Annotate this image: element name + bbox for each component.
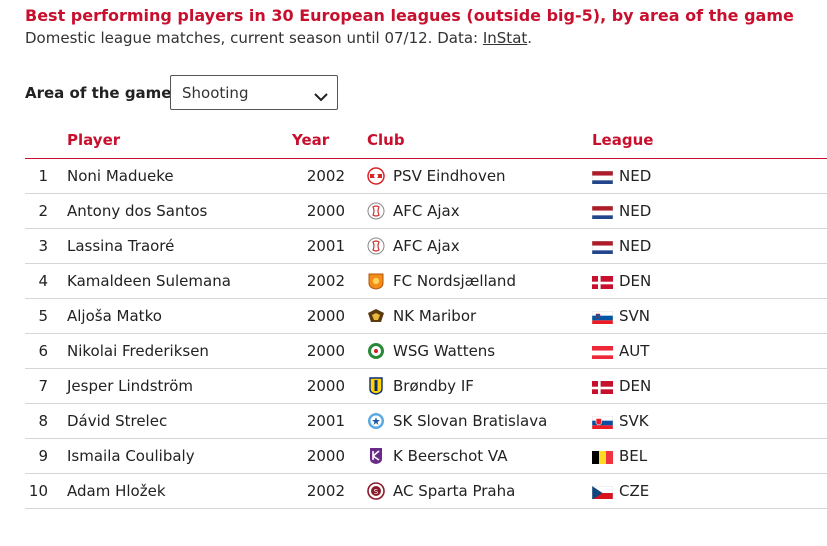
- subtitle-period: .: [527, 29, 533, 47]
- maribor-club-logo-icon: [367, 307, 385, 325]
- player-cell: Noni Madueke: [67, 167, 174, 185]
- year-cell: 2000: [306, 342, 345, 360]
- club-cell: FC Nordsjælland: [393, 272, 516, 290]
- rank-cell: 3: [38, 237, 48, 255]
- table-row: 3 Lassina Traoré 2001 AFC Ajax NED: [25, 229, 827, 264]
- ajax-club-logo-icon: [367, 202, 385, 220]
- league-cell: BEL: [619, 447, 648, 465]
- table-row: 4 Kamaldeen Sulemana 2002 FC Nordsjællan…: [25, 264, 827, 299]
- club-cell: AC Sparta Praha: [393, 482, 516, 500]
- year-cell: 2002: [306, 167, 345, 185]
- club-cell: K Beerschot VA: [393, 447, 508, 465]
- svk-flag-icon: [592, 415, 613, 429]
- year-cell: 2000: [306, 307, 345, 325]
- club-cell: AFC Ajax: [393, 237, 460, 255]
- svn-flag-icon: [592, 310, 613, 324]
- bel-flag-icon: [592, 450, 613, 464]
- source-link[interactable]: InStat: [482, 29, 528, 47]
- club-cell: AFC Ajax: [393, 202, 460, 220]
- area-select-value: Shooting: [182, 84, 249, 102]
- ajax-club-logo-icon: [367, 237, 385, 255]
- subtitle-text: Domestic league matches, current season …: [25, 29, 483, 47]
- column-header-year[interactable]: Year: [292, 131, 330, 149]
- year-cell: 2000: [306, 447, 345, 465]
- brondby-club-logo-icon: [367, 377, 385, 395]
- area-filter-label: Area of the game: [25, 84, 172, 102]
- year-cell: 2002: [306, 482, 345, 500]
- player-cell: Aljoša Matko: [67, 307, 162, 325]
- area-select[interactable]: Shooting: [170, 75, 338, 110]
- ned-flag-icon: [592, 205, 613, 219]
- player-cell: Antony dos Santos: [67, 202, 208, 220]
- league-cell: CZE: [619, 482, 650, 500]
- league-cell: NED: [619, 202, 652, 220]
- league-cell: NED: [619, 237, 652, 255]
- year-cell: 2001: [306, 237, 345, 255]
- ned-flag-icon: [592, 170, 613, 184]
- column-header-league[interactable]: League: [592, 131, 654, 149]
- club-cell: NK Maribor: [393, 307, 477, 325]
- chevron-down-icon: [314, 87, 328, 106]
- psv-club-logo-icon: [367, 167, 385, 185]
- aut-flag-icon: [592, 345, 613, 359]
- table-row: 9 Ismaila Coulibaly 2000 K Beerschot VA …: [25, 439, 827, 474]
- page-title: Best performing players in 30 European l…: [25, 6, 794, 25]
- table-row: 2 Antony dos Santos 2000 AFC Ajax NED: [25, 194, 827, 229]
- wattens-club-logo-icon: [367, 342, 385, 360]
- den-flag-icon: [592, 380, 613, 394]
- year-cell: 2001: [306, 412, 345, 430]
- rank-cell: 7: [38, 377, 48, 395]
- cze-flag-icon: [592, 485, 613, 499]
- svg-text:S: S: [374, 488, 379, 496]
- year-cell: 2000: [306, 202, 345, 220]
- rank-cell: 2: [38, 202, 48, 220]
- club-cell: Brøndby IF: [393, 377, 474, 395]
- league-cell: DEN: [619, 377, 652, 395]
- player-cell: Kamaldeen Sulemana: [67, 272, 231, 290]
- rank-cell: 10: [28, 482, 48, 500]
- rank-cell: 6: [38, 342, 48, 360]
- subtitle: Domestic league matches, current season …: [25, 29, 532, 47]
- table-row: 5 Aljoša Matko 2000 NK Maribor SVN: [25, 299, 827, 334]
- player-cell: Lassina Traoré: [67, 237, 175, 255]
- nordsjaelland-club-logo-icon: [367, 272, 385, 290]
- players-table: Player Year Club League 1 Noni Madueke 2…: [25, 125, 827, 509]
- column-header-club[interactable]: Club: [367, 131, 405, 149]
- table-header: Player Year Club League: [25, 125, 827, 159]
- league-cell: DEN: [619, 272, 652, 290]
- player-cell: Jesper Lindström: [67, 377, 194, 395]
- player-cell: Nikolai Frederiksen: [67, 342, 209, 360]
- table-row: 6 Nikolai Frederiksen 2000 WSG Wattens A…: [25, 334, 827, 369]
- club-cell: SK Slovan Bratislava: [393, 412, 548, 430]
- table-row: 1 Noni Madueke 2002 PSV Eindhoven NED: [25, 159, 827, 194]
- table-row: 10 Adam Hložek 2002 S AC Sparta Praha CZ…: [25, 474, 827, 509]
- beerschot-club-logo-icon: [367, 447, 385, 465]
- table-body: 1 Noni Madueke 2002 PSV Eindhoven NED 2 …: [25, 159, 827, 509]
- club-cell: PSV Eindhoven: [393, 167, 506, 185]
- table-row: 8 Dávid Strelec 2001 SK Slovan Bratislav…: [25, 404, 827, 439]
- ned-flag-icon: [592, 240, 613, 254]
- player-cell: Ismaila Coulibaly: [67, 447, 195, 465]
- rank-cell: 5: [38, 307, 48, 325]
- rank-cell: 4: [38, 272, 48, 290]
- league-cell: SVN: [619, 307, 651, 325]
- slovan-club-logo-icon: [367, 412, 385, 430]
- sparta-club-logo-icon: S: [367, 482, 385, 500]
- year-cell: 2000: [306, 377, 345, 395]
- league-cell: NED: [619, 167, 652, 185]
- den-flag-icon: [592, 275, 613, 289]
- year-cell: 2002: [306, 272, 345, 290]
- column-header-player[interactable]: Player: [67, 131, 121, 149]
- league-cell: AUT: [619, 342, 650, 360]
- club-cell: WSG Wattens: [393, 342, 496, 360]
- league-cell: SVK: [619, 412, 649, 430]
- table-row: 7 Jesper Lindström 2000 Brøndby IF DEN: [25, 369, 827, 404]
- rank-cell: 8: [38, 412, 48, 430]
- rank-cell: 1: [38, 167, 48, 185]
- rank-cell: 9: [38, 447, 48, 465]
- player-cell: Adam Hložek: [67, 482, 166, 500]
- player-cell: Dávid Strelec: [67, 412, 168, 430]
